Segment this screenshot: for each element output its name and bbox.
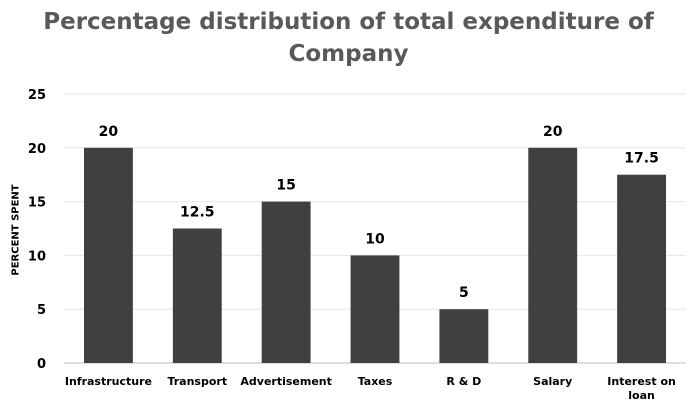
data-label: 5 (459, 285, 469, 301)
bar (439, 309, 489, 363)
chart-title: Percentage distribution of total expendi… (0, 6, 697, 70)
x-tick-label: loan (628, 389, 655, 402)
data-label: 10 (365, 231, 385, 247)
y-tick-label: 10 (28, 249, 46, 264)
bar (528, 147, 578, 363)
y-tick-label: 15 (28, 196, 46, 211)
y-tick-label: 20 (28, 142, 46, 157)
chart-title-line-1: Percentage distribution of total expendi… (43, 9, 654, 35)
data-label: 17.5 (624, 151, 659, 167)
x-tick-label: R & D (446, 375, 481, 388)
x-tick-label: Advertisement (240, 375, 332, 388)
x-tick-label: Infrastructure (65, 375, 152, 388)
x-tick-label: Transport (167, 375, 227, 388)
bar (350, 255, 400, 363)
bar (617, 174, 667, 363)
data-label: 20 (543, 124, 563, 140)
chart-title-line-2: Company (288, 41, 409, 67)
y-tick-label: 25 (28, 88, 46, 103)
x-tick-label: Salary (533, 375, 572, 388)
data-label: 15 (276, 178, 295, 194)
bar (83, 147, 133, 363)
bar (261, 201, 311, 363)
y-tick-label: 0 (37, 357, 46, 372)
data-label: 20 (99, 124, 119, 140)
y-tick-label: 5 (37, 303, 46, 318)
x-tick-label: Interest on (607, 375, 676, 388)
x-tick-label: Taxes (358, 375, 393, 388)
bar (172, 228, 222, 363)
data-label: 12.5 (180, 205, 215, 221)
